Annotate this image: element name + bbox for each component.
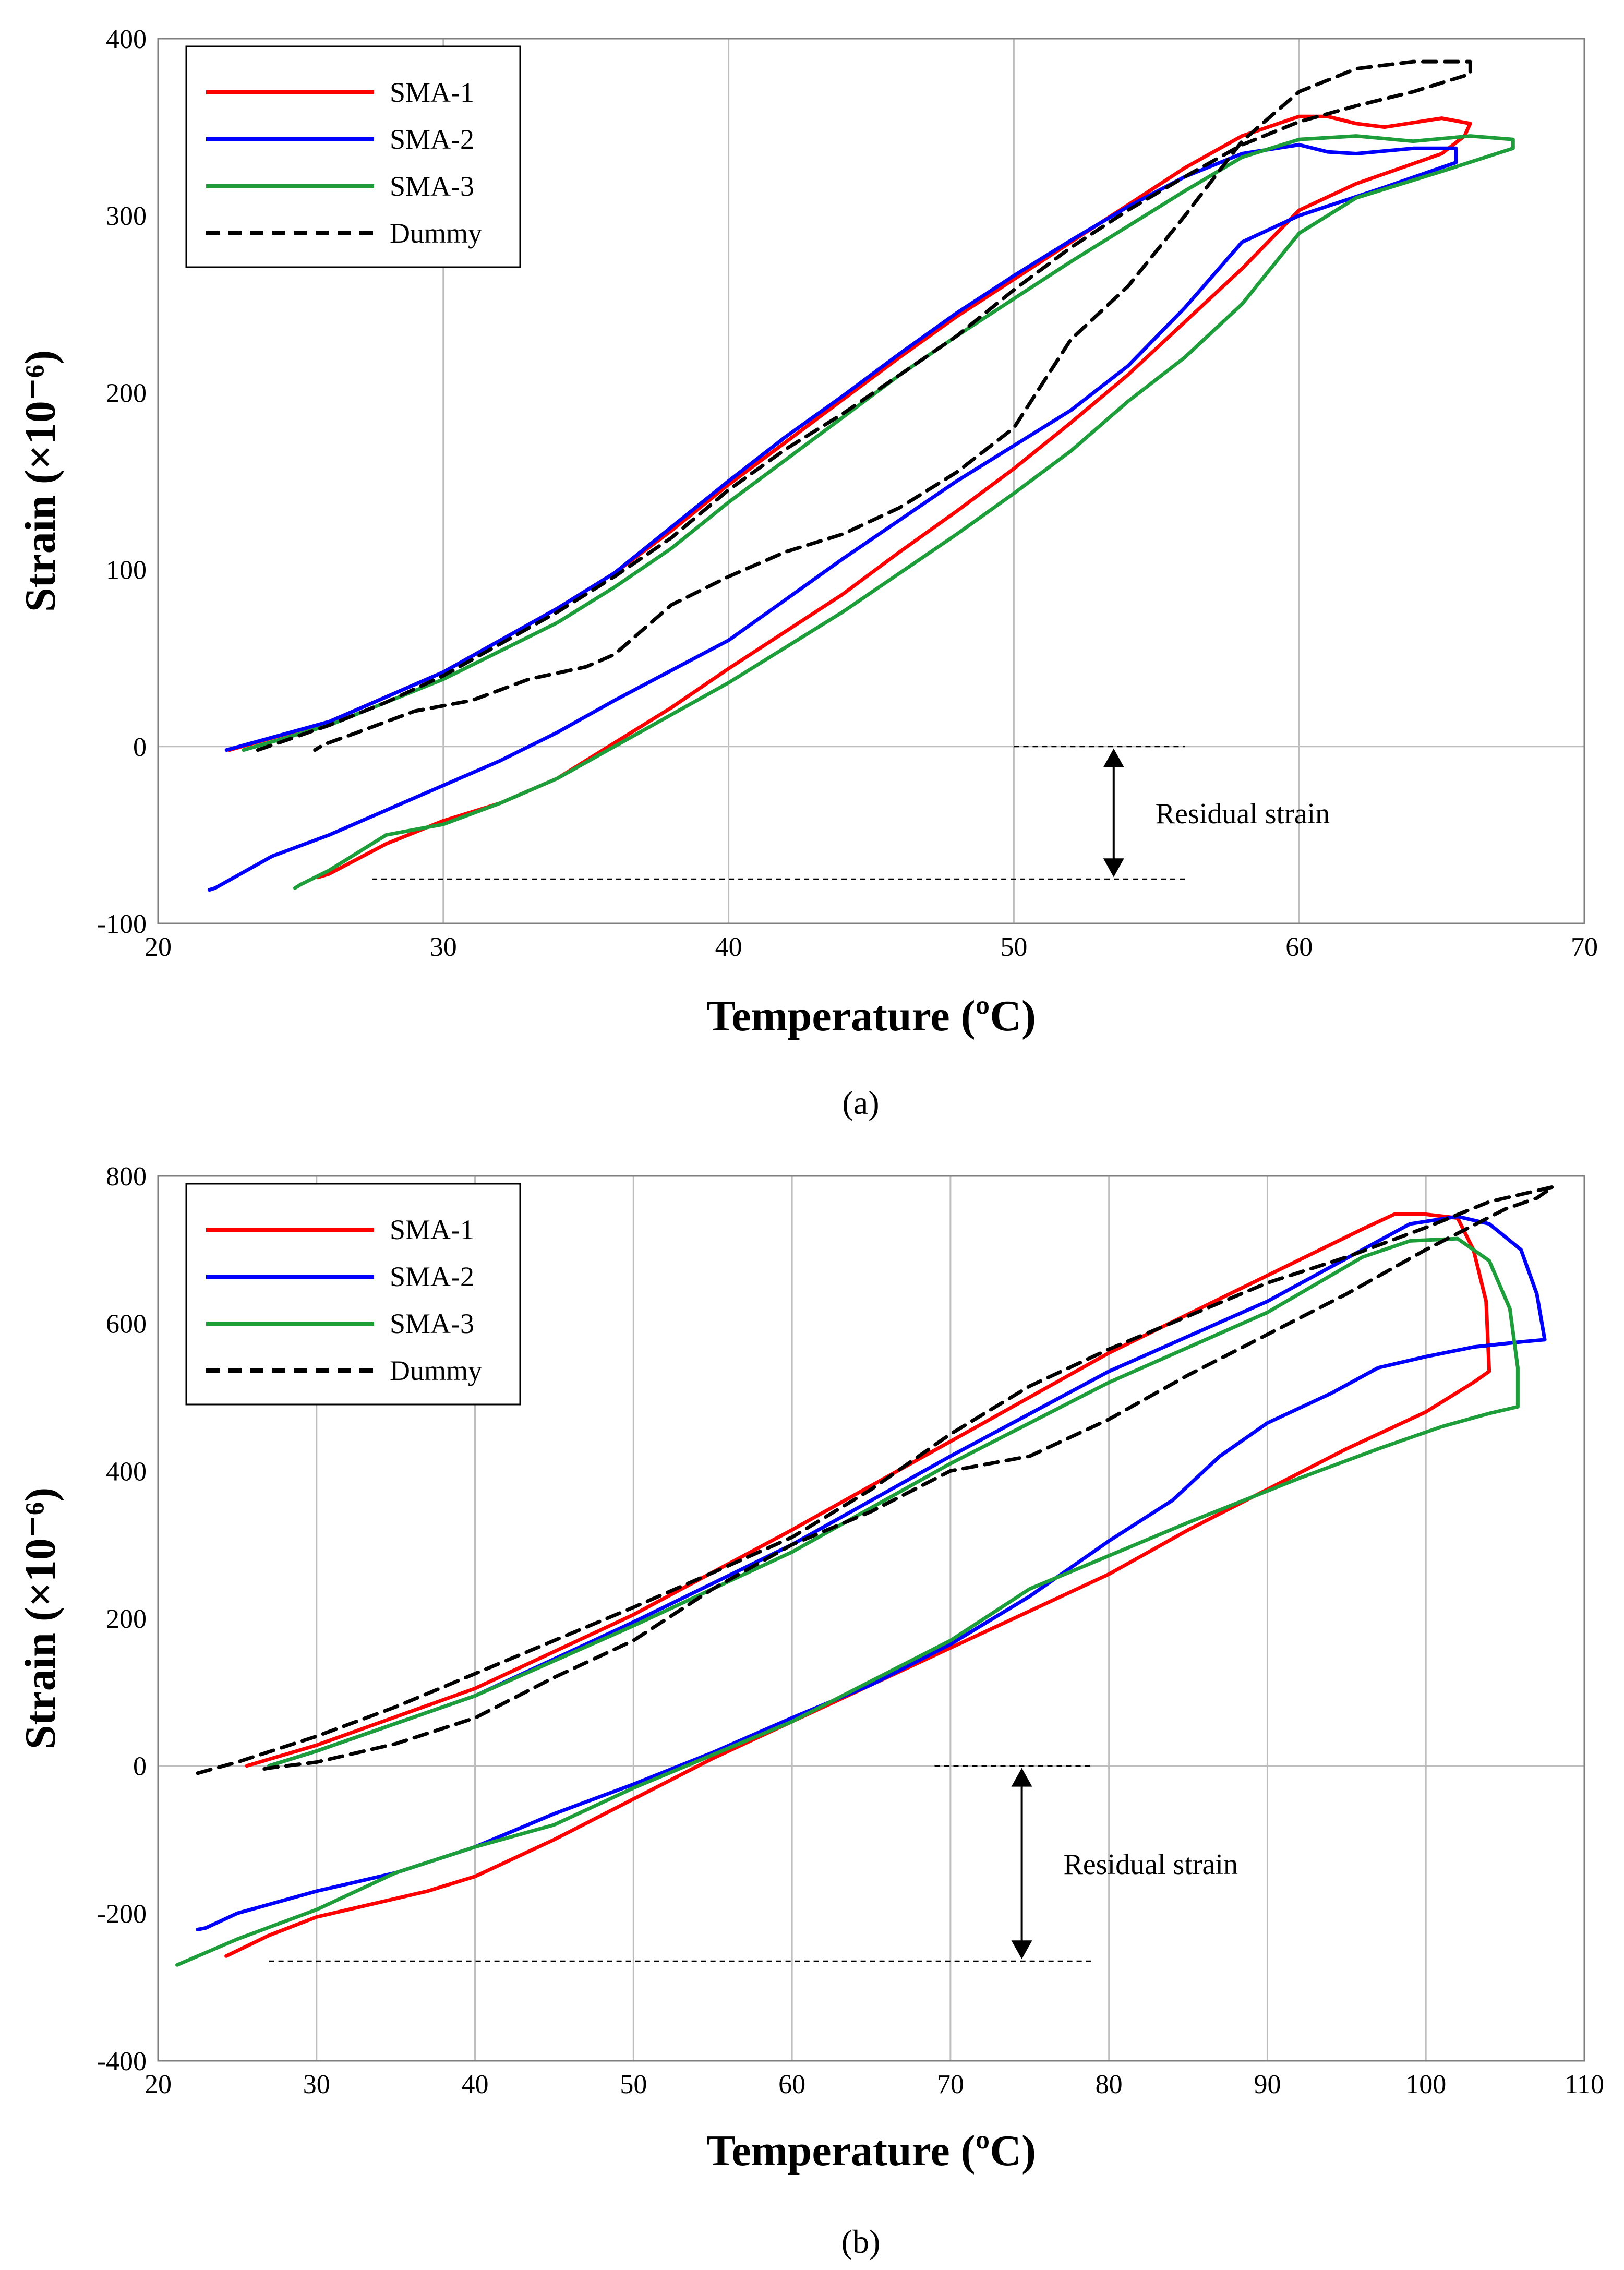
chart-panel-b: 20 30 40 50 60 70 80 90 100 110 -400 -200 0 200 400 600… <box>16 1162 1604 2260</box>
x-tick-label: 80 <box>1096 2070 1123 2099</box>
residual-arrow-head-up <box>1011 1768 1032 1787</box>
legend-label-sma-2: SMA-2 <box>390 1261 474 1292</box>
x-tick-label: 20 <box>145 2070 172 2099</box>
y-tick-label: 0 <box>133 1752 147 1782</box>
series-line-sma-3 <box>242 134 1515 890</box>
x-tick-label: 90 <box>1254 2070 1281 2099</box>
legend-label-dummy: Dummy <box>390 1355 482 1386</box>
y-tick-label: 300 <box>106 201 147 231</box>
series-line-sma-1 <box>227 114 1472 880</box>
legend-box <box>185 1183 521 1406</box>
series-group <box>207 59 1515 892</box>
y-tick-label: -200 <box>97 1899 147 1929</box>
x-tick-label: 20 <box>145 932 172 962</box>
y-tick-label: 100 <box>106 556 147 585</box>
y-tick-label: 200 <box>106 378 147 408</box>
x-axis-label: Temperature (ºC) <box>706 992 1036 1040</box>
x-tick-label: 30 <box>430 932 457 962</box>
x-tick-label: 110 <box>1565 2070 1604 2099</box>
series-line-sma-2 <box>207 143 1458 892</box>
x-tick-label: 40 <box>462 2070 489 2099</box>
residual-strain-label: Residual strain <box>1064 1848 1238 1881</box>
y-tick-label: -400 <box>97 2047 147 2076</box>
residual-arrow-head-down <box>1103 858 1124 878</box>
x-tick-label: 70 <box>937 2070 964 2099</box>
y-tick-label: -100 <box>97 909 147 939</box>
x-axis-label: Temperature (ºC) <box>706 2127 1036 2175</box>
legend-label-sma-1: SMA-1 <box>390 77 474 108</box>
y-tick-label: 0 <box>133 732 147 762</box>
chart-panel-a: 20 30 40 50 60 70 -100 0 100 200 300 400 Temperature… <box>16 25 1598 1121</box>
series-line-sma-2 <box>196 1215 1547 1931</box>
legend-label-sma-1: SMA-1 <box>390 1214 474 1245</box>
x-tick-label: 70 <box>1571 932 1598 962</box>
x-tick-label: 100 <box>1405 2070 1446 2099</box>
panel-label: (a) <box>842 1084 879 1121</box>
residual-arrow-head-up <box>1103 748 1124 767</box>
y-tick-label: 400 <box>106 25 147 54</box>
plot-frame <box>157 1175 1585 2062</box>
legend-label-sma-3: SMA-3 <box>390 1308 474 1339</box>
x-tick-label: 40 <box>715 932 742 962</box>
residual-arrow-head-down <box>1011 1940 1032 1960</box>
series-line-sma-1 <box>224 1212 1491 1958</box>
y-tick-label: 200 <box>106 1604 147 1634</box>
x-tick-label: 60 <box>778 2070 805 2099</box>
plot-frame <box>157 38 1585 924</box>
legend-label-sma-3: SMA-3 <box>390 171 474 202</box>
panel-label: (b) <box>841 2223 881 2260</box>
series-line-sma-3 <box>175 1236 1520 1967</box>
y-axis-label: Strain (×10⁻⁶) <box>16 1487 65 1749</box>
x-tick-label: 50 <box>620 2070 647 2099</box>
series-line-dummy <box>256 59 1472 752</box>
y-tick-label: 600 <box>106 1310 147 1339</box>
x-tick-label: 30 <box>303 2070 330 2099</box>
legend-label-dummy: Dummy <box>390 218 482 249</box>
series-line-dummy <box>196 1185 1555 1775</box>
y-axis-label: Strain (×10⁻⁶) <box>16 350 65 612</box>
legend-box <box>185 45 521 268</box>
x-tick-label: 50 <box>1000 932 1027 962</box>
legend-label-sma-2: SMA-2 <box>390 124 474 155</box>
y-tick-label: 400 <box>106 1457 147 1486</box>
series-group <box>175 1185 1555 1967</box>
residual-strain-label: Residual strain <box>1156 798 1330 830</box>
y-tick-label: 800 <box>106 1162 147 1192</box>
x-tick-label: 60 <box>1285 932 1313 962</box>
